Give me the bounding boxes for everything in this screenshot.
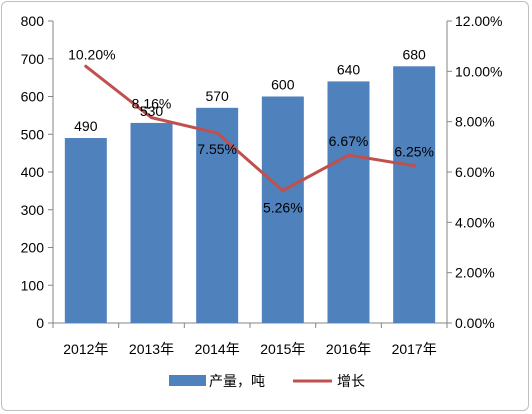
x-tick-label: 2017年 xyxy=(392,341,437,357)
bar-value-label: 490 xyxy=(74,118,98,134)
y-right-tick-label: 4.00% xyxy=(455,214,495,230)
line-point xyxy=(150,116,153,120)
y-left-tick-label: 200 xyxy=(21,240,45,256)
bar xyxy=(327,81,370,324)
line-value-label: 7.55% xyxy=(197,141,237,157)
x-tick-label: 2014年 xyxy=(195,341,240,357)
bar-value-label: 530 xyxy=(140,103,164,119)
x-tick-label: 2015年 xyxy=(260,341,305,357)
legend-swatch-bar xyxy=(169,375,206,386)
growth-line xyxy=(84,64,416,193)
line-point xyxy=(215,131,219,135)
line-point xyxy=(347,153,350,157)
y-left-tick-label: 500 xyxy=(21,126,45,142)
y-left-tick-label: 600 xyxy=(21,89,45,105)
x-tick-label: 2016年 xyxy=(326,341,371,357)
line-point xyxy=(281,189,285,193)
y-left-tick-label: 800 xyxy=(21,13,45,29)
bar-value-label: 680 xyxy=(402,46,426,62)
y-right-tick-label: 6.00% xyxy=(455,164,495,180)
data-labels: 490 530 570 600 640 680 10.20% 8.16% 7.55% 5.26% 6… xyxy=(68,46,434,215)
y-left-tick-label: 700 xyxy=(21,51,45,67)
x-tick-label: 2012年 xyxy=(63,341,108,357)
y-right-tick-label: 10.00% xyxy=(455,63,502,79)
line-value-label: 6.67% xyxy=(329,133,369,149)
bar-value-label: 570 xyxy=(205,88,229,104)
line-point xyxy=(412,164,416,168)
x-tick-label: 2013年 xyxy=(129,341,174,357)
y-right-tick-label: 8.00% xyxy=(455,114,495,130)
line-series xyxy=(84,64,416,193)
bar-series xyxy=(64,66,436,324)
axes: 0 100 200 300 400 500 600 700 800 0.00% 2.00% 4.00%… xyxy=(21,13,503,357)
y-right-tick-label: 12.00% xyxy=(455,13,502,29)
line-value-label: 6.25% xyxy=(394,144,434,160)
y-left-tick-label: 400 xyxy=(21,164,45,180)
bar xyxy=(393,66,436,324)
bar-value-label: 600 xyxy=(271,77,295,93)
bar xyxy=(64,138,107,323)
line-point xyxy=(84,64,88,68)
line-value-label: 10.20% xyxy=(68,46,115,62)
y-right-tick-label: 0.00% xyxy=(455,315,495,331)
y-right-tick-label: 2.00% xyxy=(455,265,495,281)
legend-label-bar: 产量，吨 xyxy=(209,374,265,390)
bar xyxy=(261,96,304,323)
line-value-label: 5.26% xyxy=(263,200,303,216)
y-left-tick-label: 0 xyxy=(36,315,44,331)
bar-value-label: 640 xyxy=(337,61,361,77)
legend-label-line: 增长 xyxy=(337,374,365,390)
y-left-tick-label: 100 xyxy=(21,277,45,293)
legend: 产量，吨 增长 xyxy=(169,374,365,390)
y-left-tick-label: 300 xyxy=(21,202,45,218)
line-value-label: 8.16% xyxy=(132,96,172,112)
bar xyxy=(130,122,173,323)
